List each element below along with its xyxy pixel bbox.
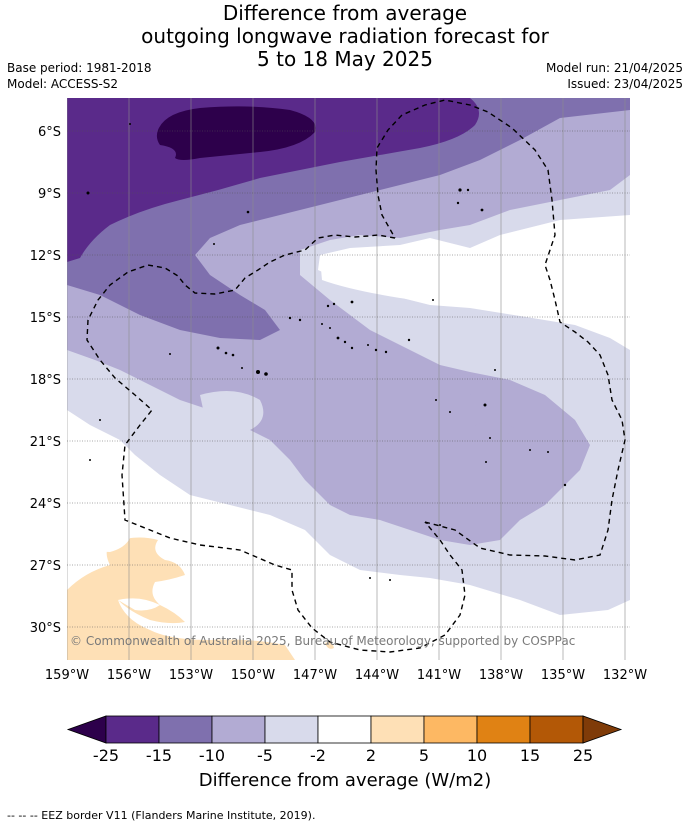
eez-border xyxy=(86,99,626,653)
model-name: Model: ACCESS-S2 xyxy=(7,77,119,91)
lon-label: 141°W xyxy=(417,668,461,683)
lon-label: 156°W xyxy=(107,668,151,683)
colorbar-swatch xyxy=(105,715,160,744)
title-line-1: Difference from average xyxy=(222,1,468,25)
colorbar xyxy=(66,715,623,744)
colorbar-tick-label: -15 xyxy=(145,746,173,765)
colorbar-tick-label: 5 xyxy=(418,746,430,765)
title-line-2: outgoing longwave radiation forecast for xyxy=(141,24,549,48)
lon-label: 159°W xyxy=(45,668,89,683)
lon-label: 150°W xyxy=(231,668,275,683)
colorbar-swatch xyxy=(317,715,372,744)
anomaly-patch-b xyxy=(475,422,515,439)
lon-label: 138°W xyxy=(479,668,523,683)
anomaly-core-minus25 xyxy=(156,106,316,160)
colorbar-swatch xyxy=(423,715,478,744)
issued-date: Issued: 23/04/2025 xyxy=(567,77,683,91)
anomaly-positive-hole-2 xyxy=(118,598,160,611)
colorbar-tick-label: 10 xyxy=(466,746,488,765)
colorbar-tick-label: -2 xyxy=(310,746,326,765)
lon-label: 144°W xyxy=(355,668,399,683)
lat-label: 9°S xyxy=(38,187,61,202)
colorbar-tick-label: 2 xyxy=(365,746,377,765)
colorbar-swatch xyxy=(529,715,584,744)
map-field xyxy=(67,98,630,660)
base-period: Base period: 1981-2018 xyxy=(7,61,152,75)
lat-label: 27°S xyxy=(30,559,61,574)
lat-label: 21°S xyxy=(30,435,61,450)
copyright-credit: © Commonwealth of Australia 2025, Bureau… xyxy=(70,634,576,648)
colorbar-swatch xyxy=(476,715,531,744)
lon-label: 135°W xyxy=(541,668,585,683)
colorbar-swatch xyxy=(370,715,425,744)
eez-legend-note: -- -- -- EEZ border V11 (Flanders Marine… xyxy=(7,809,316,822)
colorbar-tick-label: -25 xyxy=(92,746,120,765)
lat-label: 6°S xyxy=(38,125,61,140)
lat-label: 30°S xyxy=(30,621,61,636)
lon-label: 153°W xyxy=(169,668,213,683)
colorbar-tick-label: 15 xyxy=(519,746,541,765)
meta-right: Model run: 21/04/2025 Issued: 23/04/2025 xyxy=(546,60,683,92)
lat-axis-labels: 6°S 9°S 12°S 15°S 18°S 21°S 24°S 27°S 30… xyxy=(30,125,61,636)
colorbar-arrow-low xyxy=(66,715,107,744)
lat-label: 15°S xyxy=(30,311,61,326)
colorbar-tick-label: -10 xyxy=(198,746,226,765)
lon-label: 132°W xyxy=(603,668,647,683)
anomaly-patch-a xyxy=(439,375,478,398)
colorbar-arrow-high xyxy=(582,715,623,744)
chart-title: Difference from average outgoing longwav… xyxy=(0,2,690,71)
lat-label: 24°S xyxy=(30,497,61,512)
colorbar-swatch xyxy=(158,715,213,744)
anomaly-hole-a xyxy=(200,391,264,431)
model-run: Model run: 21/04/2025 xyxy=(545,61,683,75)
islands xyxy=(86,123,567,581)
colorbar-tick-label: 25 xyxy=(572,746,594,765)
lat-label: 12°S xyxy=(30,249,61,264)
lon-axis-labels: 159°W 156°W 153°W 150°W 147°W 144°W 141°… xyxy=(45,668,647,683)
anomaly-positive-region xyxy=(67,537,295,660)
colorbar-swatch xyxy=(211,715,266,744)
lon-label: 147°W xyxy=(293,668,337,683)
lat-label: 18°S xyxy=(30,373,61,388)
colorbar-swatch xyxy=(264,715,319,744)
title-line-3: 5 to 18 May 2025 xyxy=(257,47,433,71)
anomaly-positive-hole xyxy=(96,537,130,552)
anomaly-positive-dot xyxy=(325,642,334,649)
meta-left: Base period: 1981-2018 Model: ACCESS-S2 xyxy=(7,60,152,92)
anomaly-hole-b xyxy=(320,245,500,301)
colorbar-tick-label: -5 xyxy=(257,746,273,765)
colorbar-title: Difference from average (W/m2) xyxy=(198,770,492,791)
